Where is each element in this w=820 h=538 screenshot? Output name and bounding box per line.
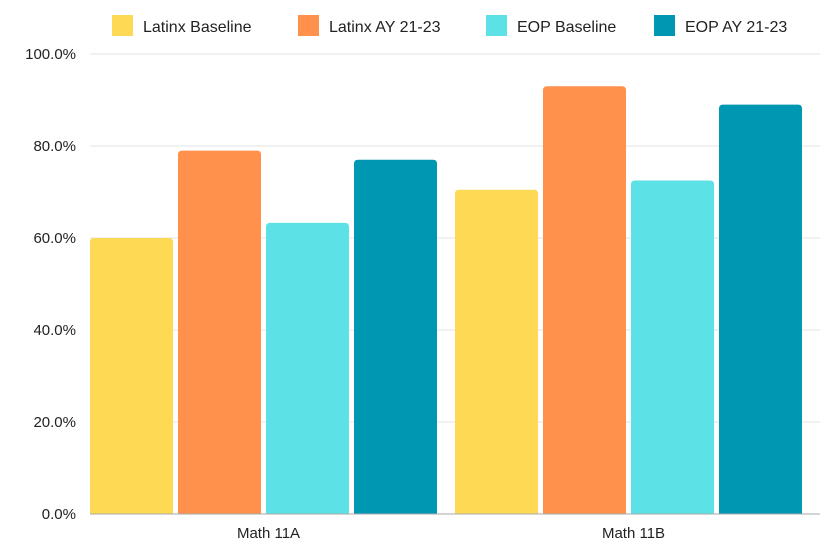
x-axis: Math 11A Math 11B (237, 525, 665, 538)
legend-label: Latinx Baseline (143, 19, 252, 36)
y-tick-label: 40.0% (33, 322, 76, 339)
bar (719, 104, 802, 514)
legend-swatch (298, 15, 319, 36)
legend: Latinx Baseline Latinx AY 21-23 EOP Baseli… (112, 15, 787, 36)
y-tick-label: 60.0% (33, 230, 76, 247)
y-tick-label: 100.0% (25, 46, 76, 63)
legend-label: EOP AY 21-23 (685, 19, 787, 36)
bar (90, 238, 173, 514)
y-tick-label: 0.0% (42, 506, 76, 523)
y-axis: 0.0% 20.0% 40.0% 60.0% 80.0% 100.0% (25, 46, 76, 523)
legend-label: Latinx AY 21-23 (329, 19, 441, 36)
x-tick-label: Math 11A (237, 525, 300, 538)
x-tick-label: Math 11B (602, 525, 665, 538)
bar (455, 189, 538, 514)
bar (543, 86, 626, 514)
bar (631, 180, 714, 514)
y-tick-label: 20.0% (33, 414, 76, 431)
y-tick-label: 80.0% (33, 138, 76, 155)
legend-swatch (654, 15, 675, 36)
bar (266, 222, 349, 514)
legend-label: EOP Baseline (517, 19, 616, 36)
legend-swatch (112, 15, 133, 36)
bars (90, 86, 802, 515)
bar (354, 159, 437, 515)
legend-swatch (486, 15, 507, 36)
bar (178, 150, 261, 514)
